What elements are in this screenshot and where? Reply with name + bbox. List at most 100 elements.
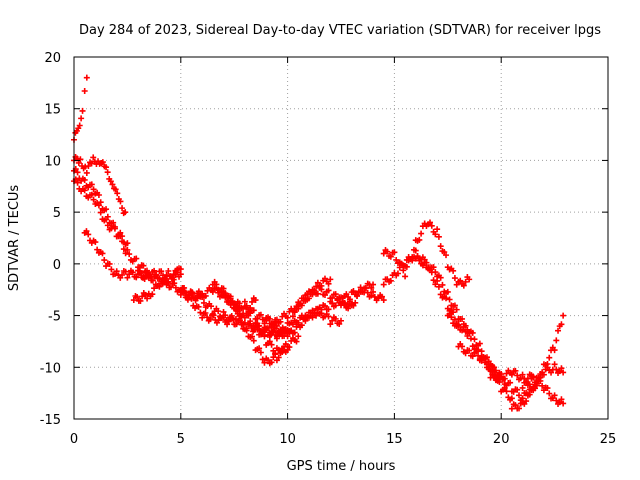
data-point (95, 202, 102, 209)
data-point (450, 267, 457, 274)
data-point (327, 321, 334, 328)
data-point (437, 291, 444, 298)
data-point (184, 295, 191, 302)
x-tick-label: 20 (493, 432, 510, 447)
data-point (305, 314, 312, 321)
data-point (316, 283, 323, 290)
data-point (437, 274, 444, 281)
data-point (124, 240, 131, 247)
data-point (491, 372, 498, 379)
grid (74, 57, 608, 419)
data-point (76, 122, 83, 129)
data-point (263, 326, 270, 333)
data-point (197, 309, 204, 316)
data-point (378, 293, 385, 300)
data-point (314, 279, 321, 286)
data-point (243, 302, 250, 309)
series-arc4 (71, 166, 152, 280)
x-axis-label: GPS time / hours (287, 459, 396, 474)
data-point (266, 315, 273, 322)
data-point (259, 316, 266, 323)
data-point (546, 390, 553, 397)
data-point (104, 213, 111, 220)
data-point (149, 277, 156, 284)
data-point (508, 405, 515, 412)
data-point (460, 282, 467, 289)
data-point (202, 292, 209, 299)
data-point (177, 291, 184, 298)
data-point (298, 322, 305, 329)
data-point (199, 290, 206, 297)
data-point (275, 346, 282, 353)
data-point (298, 302, 305, 309)
data-point (282, 340, 289, 347)
data-point (473, 348, 480, 355)
data-point (371, 293, 378, 300)
data-point (151, 267, 158, 274)
data-point (478, 348, 485, 355)
data-point (316, 304, 323, 311)
y-tick-label: -10 (40, 361, 61, 376)
data-point (236, 300, 243, 307)
data-point (195, 303, 202, 310)
data-point (81, 176, 88, 183)
data-point (416, 255, 423, 262)
data-point (419, 262, 426, 269)
data-point (459, 327, 466, 334)
data-point (354, 292, 361, 299)
data-point (450, 309, 457, 316)
data-point (293, 305, 300, 312)
data-point (222, 290, 229, 297)
data-point (207, 316, 214, 323)
data-point (368, 284, 375, 291)
data-point (156, 283, 163, 290)
data-point (501, 375, 508, 382)
data-point (231, 301, 238, 308)
data-point (336, 294, 343, 301)
data-point (126, 251, 133, 258)
data-point (144, 295, 151, 302)
data-point (558, 365, 565, 372)
y-tick-label: 10 (44, 154, 61, 169)
data-point (122, 268, 129, 275)
data-point (177, 271, 184, 278)
series-arc18 (380, 219, 473, 289)
data-point (81, 187, 88, 194)
data-point (270, 327, 277, 334)
data-point (394, 270, 401, 277)
data-point (90, 186, 97, 193)
data-point (103, 164, 110, 171)
data-point (124, 274, 131, 281)
data-point (133, 274, 140, 281)
data-point (266, 332, 273, 339)
data-point (272, 350, 279, 357)
data-point (279, 348, 286, 355)
data-point (74, 169, 81, 176)
data-point (384, 248, 391, 255)
data-point (307, 291, 314, 298)
data-point (503, 388, 510, 395)
data-point (544, 385, 551, 392)
data-point (117, 233, 124, 240)
data-point (99, 159, 106, 166)
data-point (318, 310, 325, 317)
data-point (519, 395, 526, 402)
data-point (124, 246, 131, 253)
data-point (512, 367, 519, 374)
data-point (332, 291, 339, 298)
data-point (491, 364, 498, 371)
data-point (519, 371, 526, 378)
data-point (245, 312, 252, 319)
data-point (350, 288, 357, 295)
data-point (122, 209, 129, 216)
data-point (133, 255, 140, 262)
data-point (210, 312, 217, 319)
data-point (139, 293, 146, 300)
data-point (558, 321, 565, 328)
data-point (375, 295, 382, 302)
data-point (446, 296, 453, 303)
data-point (437, 243, 444, 250)
data-point (81, 88, 88, 95)
data-point (432, 231, 439, 238)
data-point (256, 345, 263, 352)
